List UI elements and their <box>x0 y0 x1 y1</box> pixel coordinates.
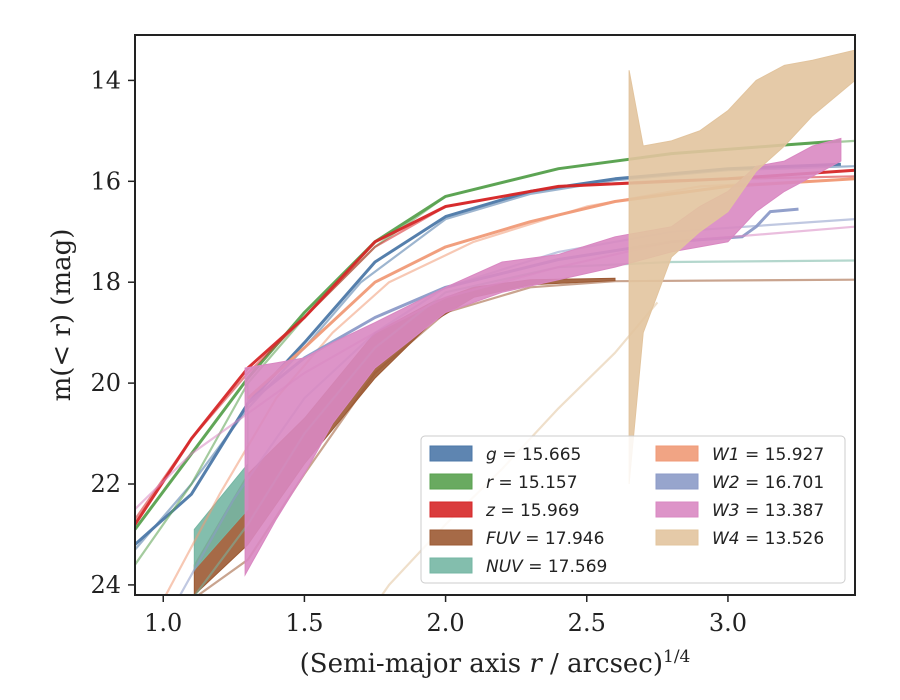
x-tick-label: 2.5 <box>568 609 606 637</box>
y-axis-ticks: 14 16 18 20 22 24 <box>90 66 135 599</box>
x-tick-label: 1.0 <box>144 609 182 637</box>
y-tick-label: 18 <box>90 268 121 296</box>
y-tick-label: 20 <box>90 369 121 397</box>
legend-label-w3: W3 = 13.387 <box>712 501 824 521</box>
legend-swatch-w1 <box>655 445 699 462</box>
legend-label-r: r = 15.157 <box>486 473 578 493</box>
legend-swatch-r <box>429 473 473 490</box>
series-w3-band <box>244 137 842 577</box>
legend-swatch-w3 <box>655 501 699 518</box>
plot-frame <box>134 34 856 596</box>
series-w4-band <box>628 49 855 485</box>
legend-box <box>420 435 846 584</box>
plot-area <box>135 49 855 595</box>
y-tick-label: 14 <box>90 66 121 94</box>
legend-swatch-z <box>429 501 473 518</box>
y-tick-label: 16 <box>90 167 121 195</box>
legend-label-g: g = 15.665 <box>486 445 581 465</box>
legend-label-w1: W1 = 15.927 <box>712 445 824 465</box>
legend-label-nuv: NUV = 17.569 <box>486 557 607 577</box>
legend-swatch-w4 <box>655 529 699 546</box>
y-axis-label: m(< r) (mag) <box>47 229 77 402</box>
legend-swatch-g <box>429 445 473 462</box>
legend-swatch-w2 <box>655 473 699 490</box>
x-tick-label: 2.0 <box>427 609 465 637</box>
x-tick-label: 1.5 <box>285 609 323 637</box>
legend-label-w2: W2 = 16.701 <box>712 473 824 493</box>
legend: g = 15.665 r = 15.157 z = 15.969 FUV = 17.9… <box>420 435 846 584</box>
x-tick-label: 3.0 <box>709 609 747 637</box>
legend-swatch-nuv <box>429 557 473 574</box>
legend-label-z: z = 15.969 <box>485 501 579 521</box>
legend-swatch-fuv <box>429 529 473 546</box>
legend-label-w4: W4 = 13.526 <box>712 529 824 549</box>
x-axis-label: (Semi-major axis r / arcsec)1/4 <box>300 647 691 679</box>
x-axis-ticks: 1.0 1.5 2.0 2.5 3.0 <box>144 595 747 637</box>
y-tick-label: 22 <box>90 470 121 498</box>
legend-label-fuv: FUV = 17.946 <box>486 529 604 549</box>
y-tick-label: 24 <box>90 571 121 599</box>
